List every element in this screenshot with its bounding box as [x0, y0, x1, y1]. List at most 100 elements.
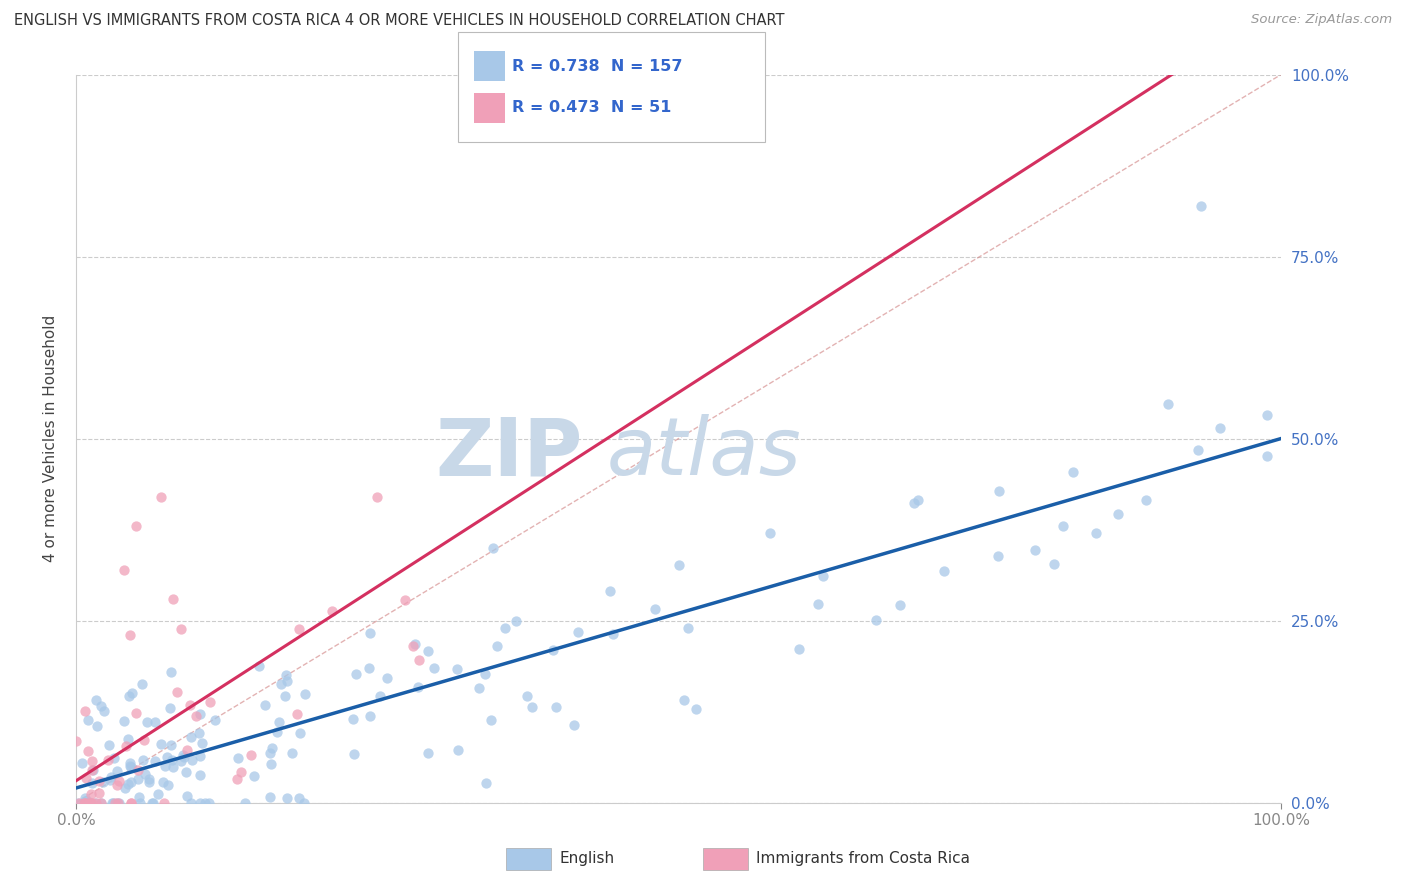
Point — [125, 706, 148, 720]
Point — [269, 714, 291, 729]
Point — [73, 796, 96, 810]
Point — [162, 591, 184, 606]
Point — [73, 791, 96, 805]
Point — [75, 796, 97, 810]
Point — [402, 639, 425, 653]
Point — [288, 623, 311, 637]
Point — [479, 713, 502, 727]
Point — [176, 789, 198, 804]
Point — [418, 643, 440, 657]
Point — [287, 790, 309, 805]
Point — [188, 749, 211, 764]
Point — [229, 764, 252, 779]
Point — [1187, 443, 1209, 458]
Point — [108, 796, 131, 810]
Point — [344, 667, 367, 681]
Point — [169, 622, 191, 636]
Point — [359, 709, 381, 723]
Point — [141, 796, 163, 810]
Point — [112, 563, 135, 577]
Point — [138, 772, 160, 786]
Point — [84, 796, 107, 810]
Point — [118, 759, 141, 773]
Point — [467, 681, 489, 695]
Point — [546, 699, 568, 714]
Point — [87, 773, 110, 788]
Point — [807, 597, 830, 611]
Point — [80, 763, 103, 777]
Point — [1189, 198, 1212, 212]
Point — [159, 701, 181, 715]
Point — [197, 796, 219, 810]
Point — [77, 795, 100, 809]
Point — [104, 796, 127, 810]
Point — [77, 713, 100, 727]
Point — [97, 753, 120, 767]
Point — [172, 748, 194, 763]
Point — [343, 747, 366, 761]
Point — [292, 796, 315, 810]
Point — [406, 680, 429, 694]
Point — [1157, 397, 1180, 411]
Point — [482, 541, 505, 555]
Point — [155, 759, 177, 773]
Point — [190, 707, 212, 722]
Point — [143, 754, 166, 768]
Point — [118, 756, 141, 770]
Point — [156, 750, 179, 764]
Point — [1062, 465, 1084, 479]
Point — [259, 746, 281, 760]
Point — [138, 775, 160, 789]
Text: Immigrants from Costa Rica: Immigrants from Costa Rica — [756, 852, 970, 866]
Point — [287, 707, 309, 722]
Point — [204, 713, 226, 727]
Point — [90, 796, 112, 810]
Point — [787, 641, 810, 656]
Point — [142, 796, 165, 810]
Point — [100, 770, 122, 784]
Point — [159, 738, 181, 752]
Point — [135, 715, 157, 730]
Point — [188, 768, 211, 782]
Point — [117, 776, 139, 790]
Point — [82, 775, 104, 789]
Point — [127, 772, 149, 786]
Point — [1135, 493, 1157, 508]
Point — [120, 796, 142, 810]
Point — [75, 704, 97, 718]
Point — [166, 684, 188, 698]
Point — [1209, 421, 1232, 435]
Point — [520, 700, 543, 714]
Point — [541, 642, 564, 657]
Point — [418, 747, 440, 761]
Point — [105, 796, 128, 810]
Point — [170, 755, 193, 769]
Point — [266, 725, 288, 739]
Point — [80, 787, 103, 801]
Point — [1085, 526, 1108, 541]
Point — [321, 604, 343, 618]
Point — [80, 796, 103, 810]
Point — [865, 614, 887, 628]
Point — [274, 690, 297, 704]
Point — [567, 625, 589, 640]
Point — [173, 750, 195, 764]
Point — [516, 689, 538, 703]
Point — [475, 776, 498, 790]
Point — [76, 744, 98, 758]
Point — [131, 676, 153, 690]
Point — [82, 763, 104, 777]
Point — [91, 775, 114, 789]
Point — [75, 771, 97, 785]
Point — [240, 747, 263, 762]
Point — [89, 786, 111, 800]
Point — [101, 796, 124, 810]
Point — [370, 689, 392, 703]
Point — [79, 796, 101, 810]
Point — [73, 796, 96, 810]
Point — [987, 483, 1010, 498]
Point — [118, 689, 141, 703]
Point — [262, 740, 284, 755]
Point — [156, 778, 179, 792]
Point — [107, 796, 129, 810]
